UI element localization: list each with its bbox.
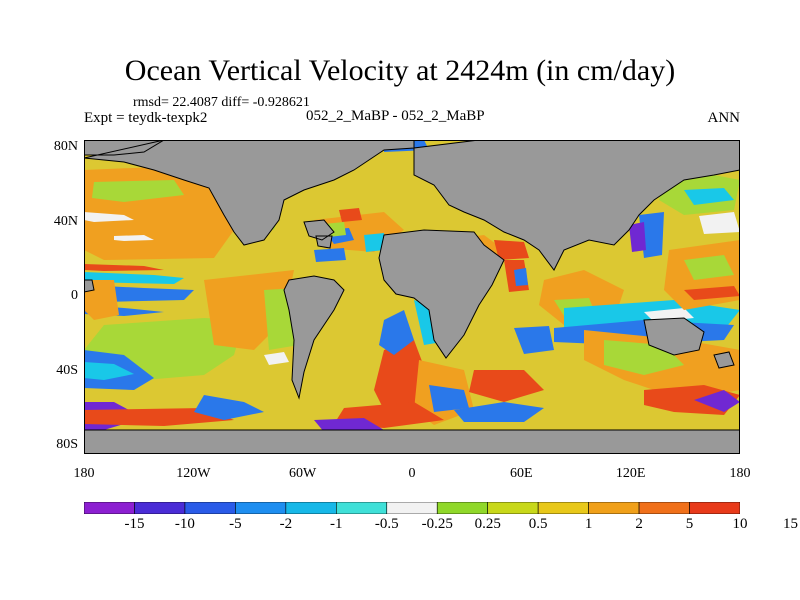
colorbar-swatch	[184, 502, 236, 514]
velocity-patch-37	[514, 326, 554, 354]
colorbar-tick-label: -10	[174, 516, 195, 532]
land-mass-5	[379, 230, 504, 358]
land-mass-2	[304, 220, 334, 240]
velocity-patch-15	[84, 212, 134, 222]
velocity-patch-60	[264, 352, 289, 365]
velocity-map	[84, 140, 740, 454]
velocity-patch-54	[314, 248, 346, 262]
plot-title: Ocean Vertical Velocity at 2424m (in cm/…	[124, 54, 676, 87]
rmsd-diff-text: rmsd= 22.4087 diff= -0.928621	[133, 95, 310, 110]
colorbar-swatch	[689, 502, 740, 514]
coastline-1	[84, 140, 165, 156]
colorbar-tick-label: 0.5	[528, 516, 548, 532]
velocity-patch-12	[194, 395, 264, 420]
lon-label: 60E	[510, 466, 533, 481]
colorbar-swatch	[386, 502, 438, 514]
lon-label: 120W	[176, 466, 211, 481]
colorbar-swatch	[285, 502, 337, 514]
lon-label: 120E	[615, 466, 646, 481]
land-mass-4	[284, 276, 344, 398]
coastline-4	[283, 275, 345, 400]
colorbar	[84, 502, 740, 514]
colorbar-tick-label: -0.5	[374, 516, 399, 532]
velocity-patch-53	[339, 208, 362, 222]
velocity-patch-57	[494, 240, 529, 260]
coastline-0	[84, 140, 415, 246]
velocity-patch-25	[314, 418, 384, 432]
lat-label: 80N	[53, 139, 78, 154]
velocity-patch-20	[379, 310, 414, 355]
land-mass-6	[414, 140, 740, 270]
colorbar-tick-label: 1	[584, 516, 593, 532]
colorbar-swatch	[336, 502, 388, 514]
coastline-8	[713, 351, 735, 369]
velocity-patch-1	[92, 180, 184, 202]
colorbar-swatch	[588, 502, 640, 514]
colorbar-swatch	[487, 502, 539, 514]
velocity-patch-22	[429, 385, 469, 412]
season-label: ANN	[707, 110, 741, 126]
velocity-patch-46	[684, 255, 734, 280]
velocity-patch-39	[514, 268, 528, 286]
coastline-6	[413, 140, 740, 271]
land-mass-7	[644, 318, 704, 355]
colorbar-tick-label: 15	[782, 516, 798, 532]
colorbar-tick-label: -5	[229, 516, 242, 532]
colorbar-swatch	[84, 502, 135, 514]
colorbar-tick-label: -0.25	[421, 516, 453, 532]
colorbar-swatch	[134, 502, 186, 514]
land-mass-1	[84, 140, 164, 155]
land-mass-9	[84, 430, 740, 454]
coastline-outlines	[84, 140, 740, 454]
velocity-patch-41	[684, 188, 734, 205]
velocity-patch-14	[114, 235, 154, 241]
map-frame	[84, 140, 740, 454]
colorbar-tick-label: 5	[685, 516, 694, 532]
lat-label: 80S	[56, 437, 78, 452]
colorbar-tick-label: -1	[330, 516, 343, 532]
colorbar-tick-label: 2	[635, 516, 643, 532]
lon-label: 180	[729, 466, 751, 481]
land-masses	[84, 140, 740, 454]
lon-label: 180	[73, 466, 95, 481]
comparison-label: 052_2_MaBP - 052_2_MaBP	[306, 108, 485, 124]
velocity-patch-42	[699, 212, 740, 234]
colorbar-tick-label: 0.25	[474, 516, 501, 532]
colorbar-tick-label: -2	[279, 516, 293, 532]
land-mass-8	[714, 352, 734, 368]
experiment-label: Expt = teydk-texpk2	[84, 110, 208, 126]
coastline-3	[315, 235, 333, 249]
lon-label: 60W	[289, 466, 317, 481]
land-mass-0	[84, 140, 414, 245]
velocity-patch-47	[684, 286, 740, 300]
land-mass-10	[84, 280, 94, 292]
colorbar-tick-label: 10	[732, 516, 748, 532]
colorbar-swatch	[235, 502, 287, 514]
velocity-patch-36	[694, 390, 740, 412]
lon-label: 0	[408, 466, 416, 481]
colorbar-swatch	[537, 502, 589, 514]
velocity-patch-26	[454, 402, 544, 422]
velocity-patch-44	[629, 222, 646, 252]
colorbar-swatch	[638, 502, 690, 514]
colorbar-swatch	[436, 502, 488, 514]
velocity-patch-5	[84, 264, 164, 271]
colorbar-tick-label: -15	[124, 516, 145, 532]
velocity-patch-9	[84, 362, 134, 380]
coastline-10	[84, 279, 95, 293]
lat-label: 40S	[56, 362, 78, 378]
velocity-patch-18	[364, 233, 384, 252]
coastline-9	[84, 429, 740, 454]
lat-label: 40N	[53, 213, 78, 229]
lat-label: 0	[71, 288, 78, 303]
velocity-patch-27	[469, 370, 544, 402]
coastline-7	[643, 317, 705, 356]
coastline-5	[378, 229, 505, 359]
